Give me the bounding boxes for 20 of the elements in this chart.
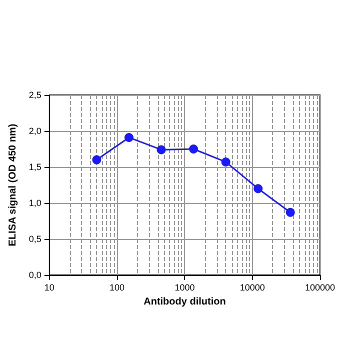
x-tick-label: 1000: [174, 282, 195, 292]
y-tick-label: 2,0: [28, 126, 42, 136]
y-tick-label: 0,5: [28, 234, 42, 244]
point: [254, 184, 263, 194]
point: [124, 132, 134, 142]
y-tick-label: 1,0: [28, 198, 42, 208]
point: [286, 208, 295, 217]
x-tick-label: 100: [110, 282, 125, 292]
y-axis-title: ELISA signal (OD 450 nm): [8, 124, 18, 246]
x-tick-label: 10: [44, 282, 54, 292]
y-tick-label: 1,5: [28, 162, 42, 172]
x-tick-label: 10000: [240, 282, 265, 292]
x-axis-title: Antibody dilution: [144, 296, 226, 308]
point: [92, 155, 102, 164]
point: [156, 145, 166, 154]
y-tick-label: 2,5: [28, 90, 42, 100]
point: [221, 157, 230, 166]
point: [189, 144, 198, 154]
y-tick-label: 0,0: [28, 270, 42, 280]
x-tick-label: 100000: [304, 282, 336, 292]
